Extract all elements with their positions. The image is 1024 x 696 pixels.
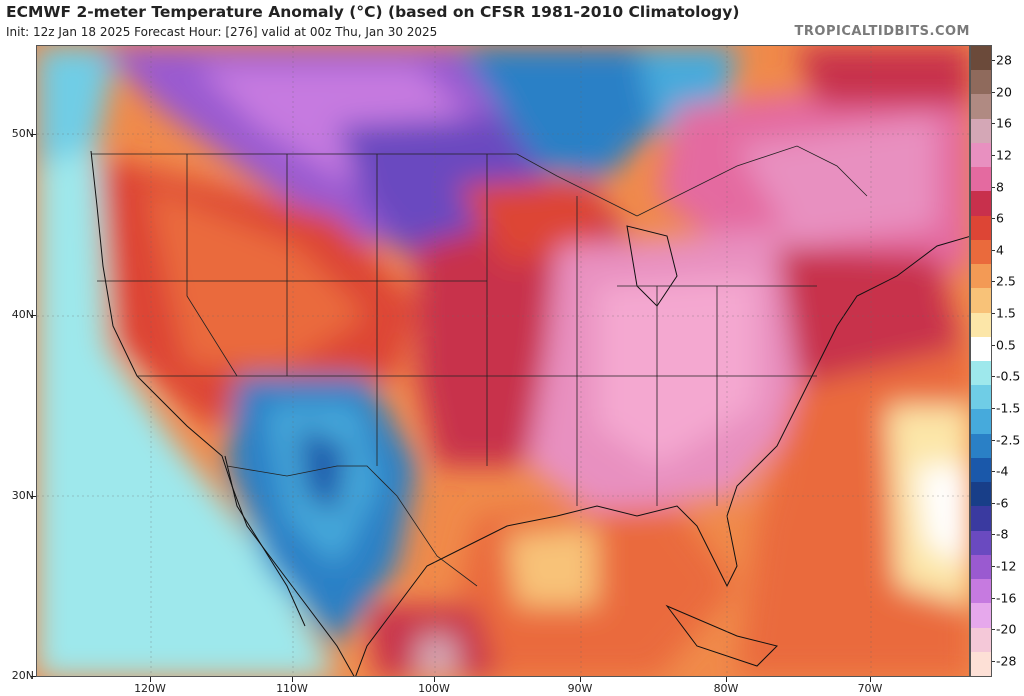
lat-tick bbox=[31, 315, 36, 316]
colorbar-cell bbox=[971, 482, 991, 507]
colorbar-label: 2.5 bbox=[996, 273, 1016, 289]
colorbar bbox=[970, 45, 992, 677]
lon-label-70w: 70W bbox=[857, 682, 883, 695]
colorbar-tick bbox=[992, 91, 995, 93]
lat-tick bbox=[31, 496, 36, 497]
lon-label-120w: 120W bbox=[134, 682, 166, 695]
colorbar-tick bbox=[992, 407, 995, 409]
colorbar-tick bbox=[992, 123, 995, 125]
lon-tick bbox=[870, 677, 871, 682]
colorbar-tick bbox=[992, 439, 995, 441]
colorbar-label: -16 bbox=[996, 590, 1017, 606]
colorbar-label: -28 bbox=[996, 653, 1017, 669]
lon-label-80w: 80W bbox=[713, 682, 739, 695]
colorbar-label: 28 bbox=[996, 52, 1012, 68]
colorbar-tick bbox=[992, 249, 995, 251]
colorbar-label: -20 bbox=[996, 621, 1017, 637]
colorbar-label: 16 bbox=[996, 115, 1012, 131]
colorbar-label: -8 bbox=[996, 526, 1009, 542]
lat-label-30n: 30N bbox=[11, 489, 34, 502]
colorbar-tick bbox=[992, 344, 995, 346]
colorbar-tick bbox=[992, 313, 995, 315]
colorbar-label: 1.5 bbox=[996, 305, 1016, 321]
colorbar-cell bbox=[971, 433, 991, 459]
colorbar-tick bbox=[992, 186, 995, 188]
lat-label-20n: 20N bbox=[11, 669, 34, 682]
colorbar-label: 4 bbox=[996, 242, 1004, 258]
lon-tick bbox=[292, 677, 293, 682]
colorbar-label: 0.5 bbox=[996, 337, 1016, 353]
lon-label-110w: 110W bbox=[276, 682, 308, 695]
colorbar-cell bbox=[971, 530, 991, 556]
colorbar-tick bbox=[992, 376, 995, 378]
colorbar-cell bbox=[971, 409, 991, 435]
colorbar-cell bbox=[971, 264, 991, 289]
colorbar-tick bbox=[992, 218, 995, 220]
colorbar-tick bbox=[992, 502, 995, 504]
graticule bbox=[37, 46, 969, 676]
colorbar-cell bbox=[971, 603, 991, 629]
colorbar-cell bbox=[971, 191, 991, 217]
colorbar-label: 6 bbox=[996, 210, 1004, 226]
anomaly-map bbox=[36, 45, 970, 677]
colorbar-label: -12 bbox=[996, 558, 1017, 574]
colorbar-cell bbox=[971, 215, 991, 241]
colorbar-tick bbox=[992, 566, 995, 568]
site-watermark[interactable]: TROPICALTIDBITS.COM bbox=[794, 24, 970, 39]
colorbar-cell bbox=[971, 361, 991, 386]
map-title: ECMWF 2-meter Temperature Anomaly (°C) (… bbox=[6, 3, 740, 21]
colorbar-tick bbox=[992, 60, 995, 61]
colorbar-cell bbox=[971, 239, 991, 265]
lat-tick bbox=[31, 676, 36, 677]
colorbar-tick bbox=[992, 661, 995, 662]
colorbar-cell bbox=[971, 288, 991, 314]
lat-label-40n: 40N bbox=[11, 308, 34, 321]
lat-tick bbox=[31, 134, 36, 135]
map-subtitle: Init: 12z Jan 18 2025 Forecast Hour: [27… bbox=[6, 25, 438, 39]
colorbar-label: 12 bbox=[996, 147, 1012, 163]
lon-tick bbox=[726, 677, 727, 682]
colorbar-label: -0.5 bbox=[996, 368, 1021, 384]
colorbar-label: 8 bbox=[996, 179, 1004, 195]
colorbar-cell bbox=[971, 142, 991, 168]
lon-tick bbox=[434, 677, 435, 682]
colorbar-cell bbox=[971, 651, 991, 677]
coastlines bbox=[90, 150, 969, 676]
lon-label-90w: 90W bbox=[567, 682, 593, 695]
colorbar-tick bbox=[992, 281, 995, 283]
colorbar-cell bbox=[971, 118, 991, 144]
political-borders bbox=[91, 145, 868, 587]
pacific-cool-region bbox=[37, 136, 336, 676]
lon-tick bbox=[150, 677, 151, 682]
colorbar-cell bbox=[971, 312, 991, 338]
colorbar-label: 20 bbox=[996, 84, 1012, 100]
colorbar-tick bbox=[992, 154, 995, 156]
colorbar-tick bbox=[992, 629, 995, 631]
colorbar-label: -4 bbox=[996, 463, 1009, 479]
colorbar-label: -1.5 bbox=[996, 400, 1021, 416]
colorbar-cell bbox=[971, 336, 991, 362]
colorbar-cell bbox=[971, 70, 991, 95]
colorbar-label: -2.5 bbox=[996, 432, 1021, 448]
colorbar-cell bbox=[971, 457, 991, 483]
colorbar-cell bbox=[971, 554, 991, 580]
lon-tick bbox=[580, 677, 581, 682]
lat-label-50n: 50N bbox=[11, 127, 34, 140]
colorbar-cell bbox=[971, 506, 991, 532]
colorbar-cell bbox=[971, 627, 991, 653]
lon-label-100w: 100W bbox=[418, 682, 450, 695]
colorbar-tick bbox=[992, 534, 995, 536]
colorbar-cell bbox=[971, 94, 991, 120]
colorbar-cell bbox=[971, 167, 991, 192]
colorbar-cell bbox=[971, 385, 991, 410]
colorbar-tick bbox=[992, 597, 995, 599]
colorbar-tick bbox=[992, 471, 995, 473]
colorbar-cell bbox=[971, 579, 991, 604]
colorbar-cell bbox=[971, 46, 991, 71]
colorbar-label: -6 bbox=[996, 495, 1009, 511]
